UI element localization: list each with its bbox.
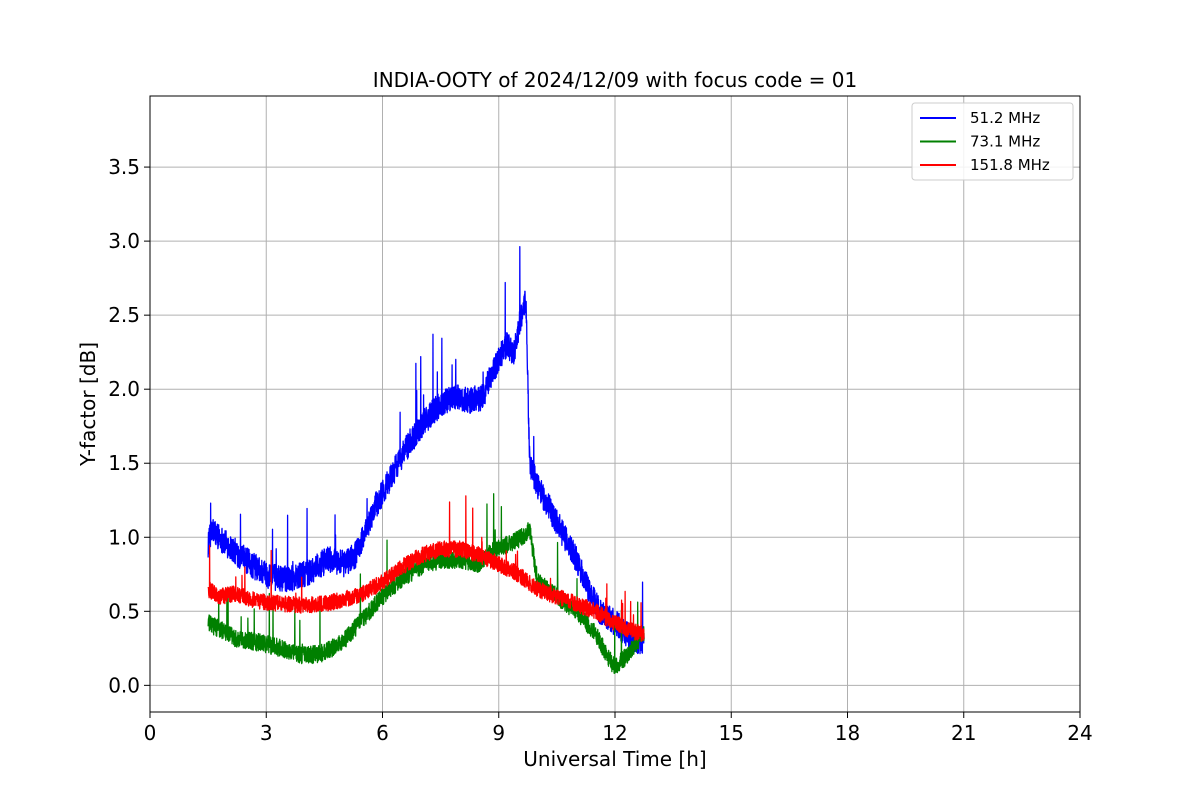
- grid-layer: [149, 96, 1081, 712]
- series-line: [207, 495, 645, 642]
- x-tick-label: 9: [492, 721, 505, 745]
- y-tick-label: 0.0: [108, 673, 140, 697]
- y-tick-label: 2.0: [108, 377, 140, 401]
- y-axis-label: Y-factor [dB]: [76, 342, 100, 467]
- series-layer: [207, 246, 645, 674]
- x-tick-label: 6: [376, 721, 389, 745]
- x-tick-label: 24: [1067, 721, 1092, 745]
- y-tick-label: 3.0: [108, 229, 140, 253]
- series-line: [207, 246, 645, 655]
- x-tick-label: 18: [835, 721, 860, 745]
- chart-title: INDIA-OOTY of 2024/12/09 with focus code…: [373, 68, 857, 92]
- legend-box: [911, 102, 1074, 181]
- x-axis-label: Universal Time [h]: [523, 747, 706, 771]
- tick-layer: 0 3 6 9 12 15 18 21 24 0.0 0.5 1.0 1.5 2.0 2.5 3.0 3.5: [108, 155, 1093, 745]
- legend-entry: 151.8 MHz: [970, 156, 1050, 174]
- x-tick-label: 15: [719, 721, 744, 745]
- y-tick-label: 0.5: [108, 599, 140, 623]
- x-tick-label: 0: [144, 721, 157, 745]
- y-tick-label: 1.5: [108, 451, 140, 475]
- series-line: [207, 493, 645, 674]
- y-tick-label: 2.5: [108, 303, 140, 327]
- x-tick-label: 12: [602, 721, 627, 745]
- legend: 51.2 MHz 73.1 MHz 151.8 MHz: [911, 102, 1074, 181]
- legend-entry: 51.2 MHz: [970, 109, 1040, 127]
- x-tick-label: 3: [260, 721, 273, 745]
- legend-entry: 73.1 MHz: [970, 133, 1040, 151]
- y-tick-label: 3.5: [108, 155, 140, 179]
- x-tick-label: 21: [951, 721, 976, 745]
- y-tick-label: 1.0: [108, 525, 140, 549]
